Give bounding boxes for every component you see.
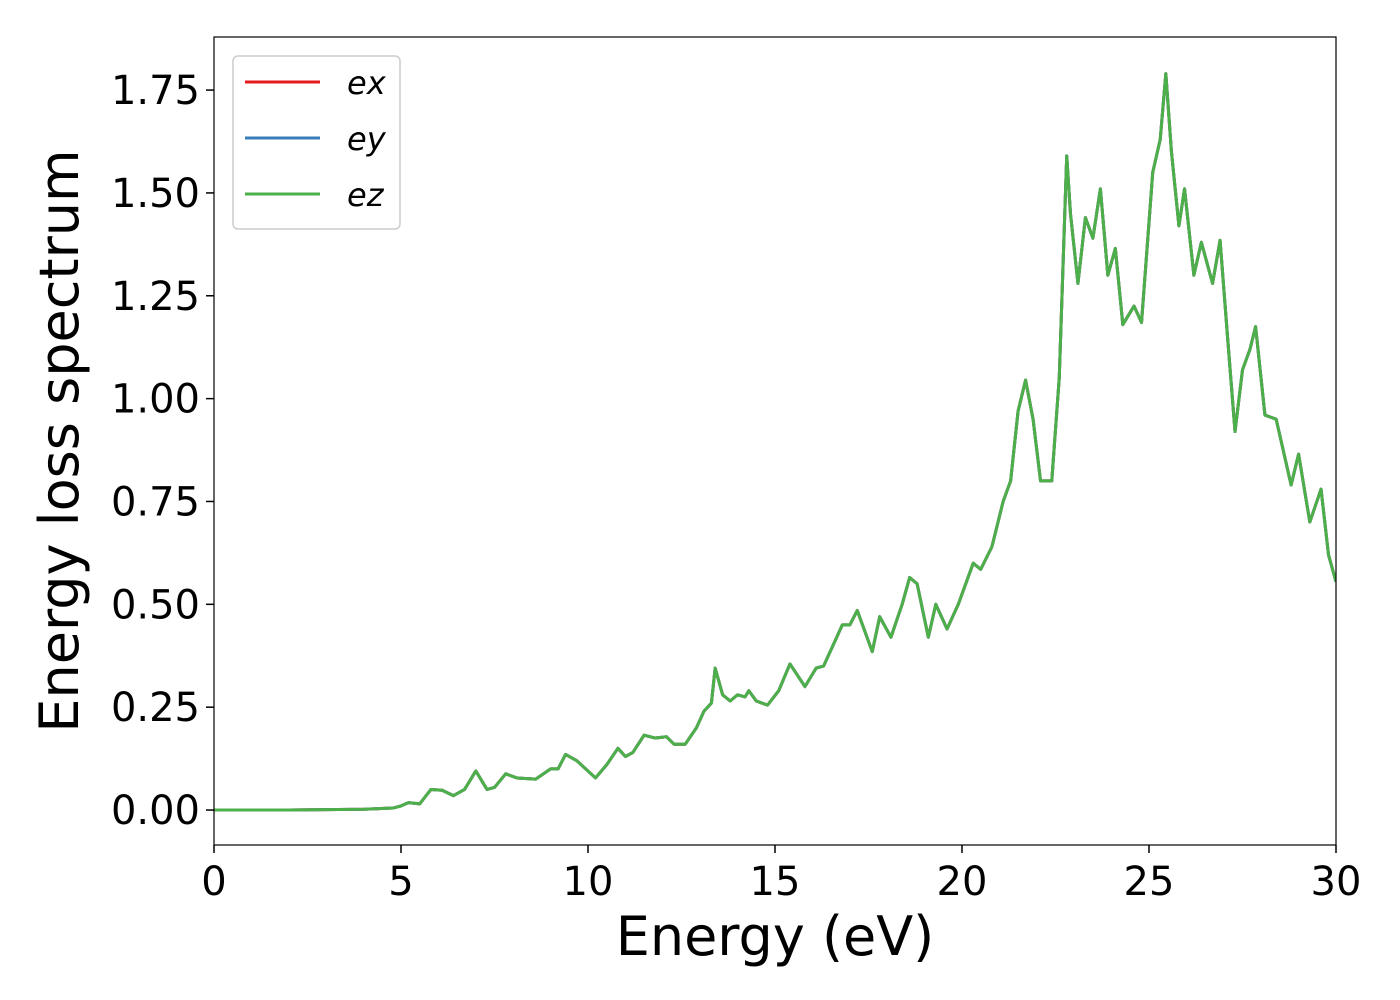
y-tick-label: 1.25 (111, 274, 200, 320)
y-tick-label: 1.75 (111, 68, 200, 114)
x-tick-label: 20 (937, 859, 988, 905)
y-tick-label: 0.75 (111, 479, 200, 525)
legend: ex ey ez (232, 55, 401, 230)
legend-label: ey (347, 120, 387, 158)
legend-box (232, 55, 401, 230)
y-tick-label: 0.00 (111, 788, 200, 834)
plot-frame (213, 36, 1337, 846)
y-tick-label: 0.50 (111, 582, 200, 628)
x-tick-label: 10 (563, 859, 614, 905)
y-tick-label: 1.00 (111, 377, 200, 423)
x-tick-label: 5 (388, 859, 413, 905)
x-axis-label: Energy (eV) (616, 905, 935, 968)
x-tick-label: 15 (750, 859, 801, 905)
y-axis-label: Energy loss spectrum (28, 149, 91, 732)
y-tick-label: 0.25 (111, 685, 200, 731)
x-tick-label: 30 (1311, 859, 1362, 905)
x-tick-label: 0 (201, 859, 226, 905)
legend-label: ez (347, 176, 385, 214)
legend-label: ex (347, 64, 387, 102)
series-line (214, 72, 1336, 812)
y-tick-label: 1.50 (111, 171, 200, 217)
x-tick-label: 25 (1124, 859, 1175, 905)
